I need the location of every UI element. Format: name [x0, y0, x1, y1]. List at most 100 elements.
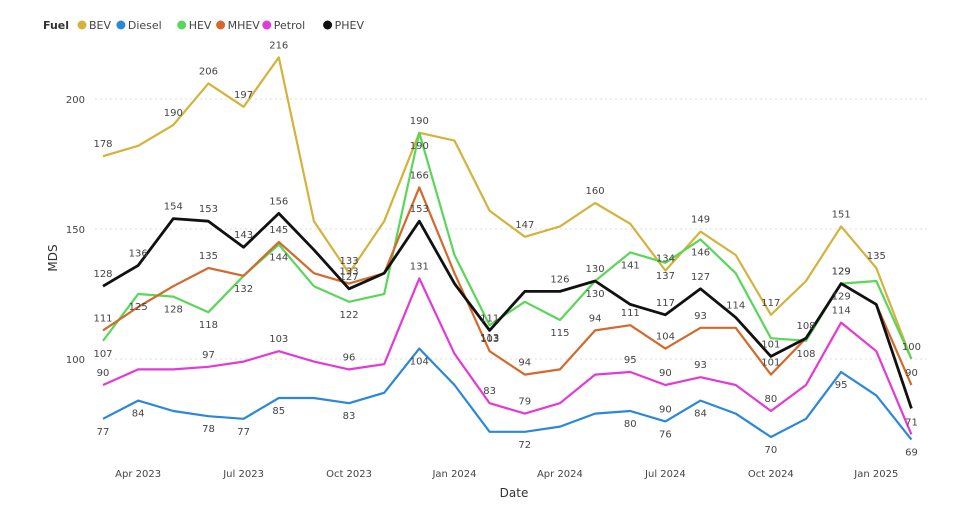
- legend-marker-hev: [177, 20, 187, 30]
- data-label-diesel: 77: [97, 427, 110, 438]
- data-label-petrol: 83: [483, 386, 496, 397]
- data-label-hev: 137: [656, 271, 675, 282]
- data-label-diesel: 95: [835, 380, 848, 391]
- data-label-bev: 135: [867, 251, 886, 262]
- legend-marker-petrol: [262, 20, 272, 30]
- data-label-mhev: 101: [761, 358, 780, 369]
- data-label-petrol: 80: [764, 394, 777, 405]
- legend-item-phev[interactable]: PHEV: [335, 19, 365, 32]
- data-label-diesel: 85: [272, 406, 285, 417]
- data-label-phev: 127: [691, 272, 710, 283]
- data-label-mhev: 94: [589, 313, 602, 324]
- data-label-petrol: 71: [905, 417, 918, 428]
- data-label-hev: 144: [269, 253, 288, 264]
- data-label-hev: 130: [586, 289, 605, 300]
- y-axis-title: MDS: [46, 244, 60, 271]
- data-label-petrol: 96: [343, 352, 356, 363]
- data-label-mhev: 133: [340, 267, 359, 278]
- data-labels-group: 178 190 206 197 216 133 190 147 160 134 149 117 151 1…: [93, 40, 921, 458]
- data-label-bev: 160: [586, 186, 605, 197]
- data-label-phev: 156: [269, 196, 288, 207]
- data-label-phev: 127: [340, 272, 359, 283]
- data-label-phev: 154: [164, 202, 183, 213]
- data-label-phev: 108: [796, 321, 815, 332]
- data-label-phev: 136: [129, 248, 148, 259]
- data-label-petrol: 90: [659, 368, 672, 379]
- y-tick-label: 200: [66, 95, 85, 106]
- data-label-bev: 133: [340, 256, 359, 267]
- data-label-bev: 149: [691, 215, 710, 226]
- legend-marker-mhev: [216, 20, 226, 30]
- legend-item-bev[interactable]: BEV: [89, 19, 111, 32]
- data-label-diesel: 78: [202, 424, 215, 435]
- data-label-petrol: 97: [202, 350, 215, 361]
- legend-marker-diesel: [116, 20, 126, 30]
- legend-item-diesel[interactable]: Diesel: [128, 19, 162, 32]
- y-tick-label: 100: [66, 355, 85, 366]
- x-tick-label: Oct 2023: [326, 469, 372, 480]
- data-label-hev: 122: [340, 310, 359, 321]
- legend: Fuel BEV Diesel HEV MHEV Petrol PHEV: [43, 19, 364, 32]
- data-label-mhev: 93: [694, 311, 707, 322]
- data-label-diesel: 104: [410, 357, 429, 368]
- data-label-mhev: 103: [480, 334, 499, 345]
- data-label-hev: 132: [234, 284, 253, 295]
- data-label-hev: 115: [550, 328, 569, 339]
- data-label-petrol: 114: [832, 306, 851, 317]
- x-tick-label: Jul 2024: [644, 469, 686, 480]
- data-label-hev: 146: [691, 247, 710, 258]
- data-label-mhev: 129: [832, 267, 851, 278]
- data-label-petrol: 95: [624, 355, 637, 366]
- data-label-mhev: 94: [518, 358, 531, 369]
- data-label-mhev: 145: [269, 225, 288, 236]
- data-label-bev: 206: [199, 66, 218, 77]
- legend-title: Fuel: [43, 19, 69, 32]
- data-label-petrol: 90: [97, 368, 110, 379]
- data-label-mhev: 104: [656, 332, 675, 343]
- data-label-bev: 216: [269, 40, 288, 51]
- data-label-bev: 117: [761, 298, 780, 309]
- y-axis-ticks: 100 150 200: [66, 95, 85, 366]
- data-label-bev: 190: [410, 116, 429, 127]
- data-label-hev: 107: [93, 349, 112, 360]
- data-label-phev: 114: [726, 300, 745, 311]
- legend-item-petrol[interactable]: Petrol: [274, 19, 305, 32]
- data-label-petrol: 79: [518, 397, 531, 408]
- data-label-diesel: 76: [659, 429, 672, 440]
- data-label-diesel: 72: [518, 440, 531, 451]
- x-axis-title: Date: [500, 486, 529, 500]
- data-label-diesel: 77: [237, 427, 250, 438]
- y-tick-label: 150: [66, 225, 85, 236]
- data-label-phev: 117: [656, 298, 675, 309]
- data-label-hev: 125: [129, 302, 148, 313]
- data-label-phev: 129: [832, 267, 851, 278]
- data-label-bev: 147: [515, 220, 534, 231]
- data-label-diesel: 83: [343, 411, 356, 422]
- legend-item-hev[interactable]: HEV: [189, 19, 212, 32]
- series-line-phev: [102, 212, 913, 409]
- data-label-hev: 108: [796, 349, 815, 360]
- data-label-mhev: 90: [905, 368, 918, 379]
- data-label-diesel: 90: [659, 404, 672, 415]
- legend-marker-phev: [323, 20, 333, 30]
- data-label-phev: 101: [761, 339, 780, 350]
- data-label-phev: 130: [586, 264, 605, 275]
- legend-item-mhev[interactable]: MHEV: [228, 19, 261, 32]
- data-label-petrol: 93: [694, 360, 707, 371]
- data-label-phev: 128: [93, 269, 112, 280]
- data-label-hev: 129: [832, 292, 851, 303]
- data-label-hev: 118: [199, 320, 218, 331]
- data-label-bev: 151: [832, 209, 851, 220]
- x-tick-label: Jan 2025: [853, 469, 898, 480]
- series-line-diesel: [102, 347, 913, 441]
- data-label-diesel: 84: [694, 409, 707, 420]
- data-label-petrol: 103: [269, 334, 288, 345]
- data-label-phev: 153: [199, 204, 218, 215]
- data-label-mhev: 166: [410, 170, 429, 181]
- data-label-diesel: 70: [764, 445, 777, 456]
- data-label-bev: 190: [164, 108, 183, 119]
- data-label-mhev: 135: [199, 251, 218, 262]
- data-label-mhev: 111: [621, 308, 640, 319]
- x-tick-label: Jul 2023: [222, 469, 264, 480]
